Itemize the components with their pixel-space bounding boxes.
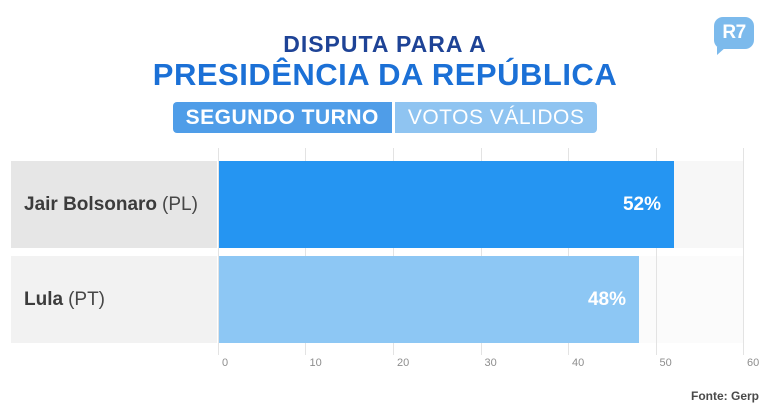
source-credit: Fonte: Gerp: [691, 389, 759, 403]
chart-gridlines: [218, 148, 744, 355]
x-tick-label-0: 0: [222, 357, 229, 369]
x-axis-ticks: 0 10 20 30 40 50 60: [219, 357, 759, 371]
candidate-name: Jair Bolsonaro: [24, 193, 158, 215]
r7-logo: R7: [714, 17, 754, 55]
x-tick-label-60: 60: [747, 357, 760, 369]
candidate-party: (PL): [162, 193, 198, 215]
gridline-40: [567, 148, 569, 355]
r7-logo-text: R7: [722, 22, 746, 43]
title-line-2: PRESIDÊNCIA DA REPÚBLICA: [152, 57, 618, 92]
badge-segundo-turno: SEGUNDO TURNO: [172, 102, 392, 133]
subtitle-badges: SEGUNDO TURNO VOTOS VÁLIDOS: [0, 102, 770, 133]
gridline-60: [743, 148, 744, 355]
bar-lula: 48%: [219, 256, 639, 343]
gridline-0: [218, 148, 219, 355]
candidate-party: (PT): [68, 288, 105, 310]
x-tick-label-40: 40: [571, 357, 585, 369]
gridline-20: [392, 148, 394, 355]
bar-chart: Jair Bolsonaro (PL) 52% Lula (PT) 48% 0 1…: [0, 148, 770, 378]
bar-value-label: 52%: [622, 193, 661, 215]
bar-track: 48%: [219, 256, 744, 343]
title-line-1: DISPUTA PARA A: [283, 31, 487, 57]
bar-bolsonaro: 52%: [219, 161, 674, 248]
bar-row-bolsonaro: Jair Bolsonaro (PL) 52%: [11, 161, 744, 248]
bar-value-label: 48%: [587, 288, 626, 310]
x-tick-label-50: 50: [659, 357, 672, 369]
bar-row-lula: Lula (PT) 48%: [11, 256, 744, 343]
x-tick-label-20: 20: [396, 357, 410, 369]
candidate-name: Lula: [24, 288, 64, 310]
bar-track: 52%: [219, 161, 744, 248]
candidate-label-lula: Lula (PT): [11, 256, 217, 343]
x-tick-label-10: 10: [309, 357, 322, 369]
gridline-10: [305, 148, 307, 355]
gridline-50: [655, 148, 657, 355]
badge-votos-validos: VOTOS VÁLIDOS: [394, 102, 598, 133]
candidate-label-bolsonaro: Jair Bolsonaro (PL): [11, 161, 217, 248]
gridline-30: [480, 148, 482, 355]
x-tick-label-30: 30: [484, 357, 497, 369]
